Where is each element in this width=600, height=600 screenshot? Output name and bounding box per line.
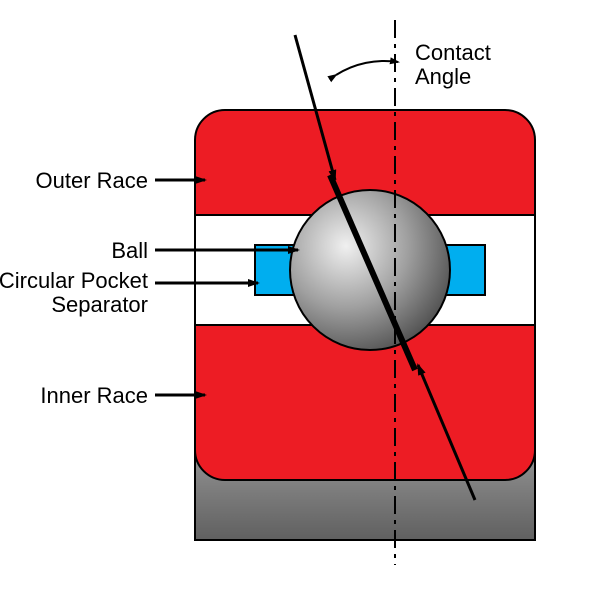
outer-race-label: Outer Race — [36, 168, 149, 193]
separator-label: Circular PocketSeparator — [0, 268, 148, 317]
bearing-diagram: ContactAngle Outer Race Ball Circular Po… — [0, 0, 600, 600]
contact-angle-label: ContactAngle — [415, 40, 491, 89]
inner-race-label: Inner Race — [40, 383, 148, 408]
ball-label: Ball — [111, 238, 148, 263]
angle-arc — [336, 61, 398, 75]
